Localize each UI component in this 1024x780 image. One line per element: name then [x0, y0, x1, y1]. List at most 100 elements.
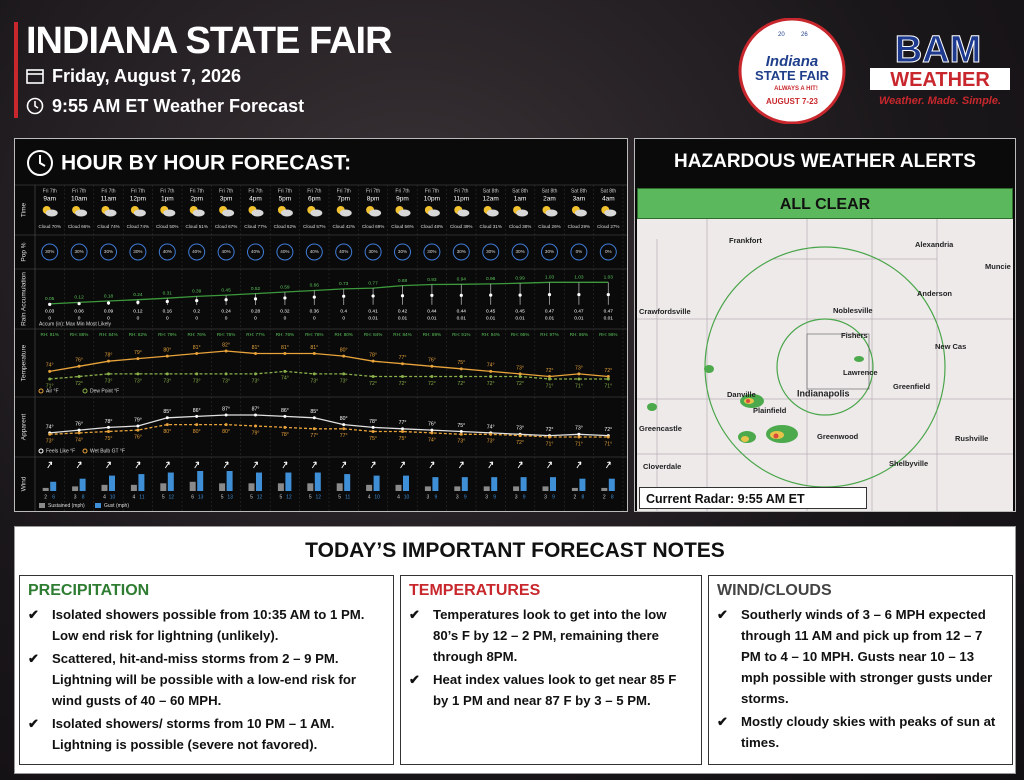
hour-label: 8pm: [367, 196, 380, 203]
wind-arrow: [429, 461, 435, 469]
rain-likely: [77, 302, 81, 306]
sustained-bar: [601, 487, 608, 491]
wetbulb-label: 72°: [516, 440, 524, 446]
wind-arrow: [576, 461, 582, 469]
gust-bar: [226, 471, 233, 491]
hour-label: 4am: [602, 196, 615, 203]
notes-list: Temperatures look to get into the low 80…: [409, 604, 693, 711]
sustained-label: 3: [544, 494, 547, 500]
pop-label: 40%: [280, 249, 289, 254]
pop-label: 30%: [457, 249, 466, 254]
rain-min-label: 0.01: [427, 315, 437, 321]
logo-tag: ALWAYS A HIT!: [774, 86, 818, 92]
day-label: Fri 7th: [160, 188, 174, 194]
dew-label: 73°: [193, 378, 201, 384]
pop-ring: [100, 243, 117, 261]
notes-title: TODAY’S IMPORTANT FORECAST NOTES: [305, 539, 725, 562]
radar-caption: Current Radar: 9:55 AM ET: [639, 487, 867, 509]
cloud-label: Cloud 70%: [38, 224, 60, 229]
rain-max-label: 0.12: [74, 295, 84, 301]
wetbulb-point: [342, 427, 346, 431]
accent-bar: [14, 22, 18, 118]
sustained-bar: [366, 484, 373, 491]
dew-label: 72°: [399, 381, 407, 387]
sustained-label: 3: [74, 494, 77, 500]
pop-label: 30%: [45, 249, 54, 254]
day-label: Fri 7th: [131, 188, 145, 194]
weather-icon: [427, 209, 440, 217]
sustained-bar: [160, 483, 167, 491]
air-point: [165, 354, 169, 358]
sustained-bar: [277, 483, 284, 491]
dew-point: [371, 374, 375, 378]
weather-icon: [604, 209, 617, 217]
sustained-label: 2: [603, 494, 606, 500]
wind-arrow: [341, 461, 347, 469]
gust-label: 9: [552, 494, 555, 500]
dew-point: [312, 372, 316, 376]
bam-name: BAM: [895, 29, 982, 71]
gust-bar: [403, 475, 409, 491]
wind-arrow: [106, 461, 111, 469]
air-label: 76°: [75, 358, 83, 364]
sustained-bar: [513, 486, 520, 491]
feels-point: [195, 414, 199, 418]
weather-icon: [45, 209, 58, 217]
notes-item: Heat index values look to get near 85 F …: [409, 669, 693, 711]
trend-line: [49, 414, 609, 437]
feels-label: 73°: [575, 426, 583, 432]
feels-label: 78°: [369, 419, 377, 425]
legend-swatch: [38, 448, 44, 454]
sustained-bar: [336, 483, 343, 491]
place-label: Shelbyville: [889, 459, 928, 468]
rh-label: RH: 96%: [570, 332, 588, 337]
weather-icon: [163, 209, 176, 217]
rain-max-label: 0.45: [221, 287, 231, 293]
notes-column: PRECIPITATION Isolated showers possible f…: [19, 575, 394, 765]
rain-min-label: 0: [254, 315, 257, 321]
air-point: [606, 374, 610, 378]
day-label: Fri 7th: [366, 188, 380, 194]
hour-label: 1pm: [161, 196, 174, 203]
rain-min-label: 0.01: [574, 315, 584, 321]
weather-icon: [192, 209, 205, 217]
gust-label: 10: [404, 494, 410, 500]
dew-point: [342, 372, 346, 376]
wind-arrow: [47, 461, 53, 469]
pop-label: 0%: [605, 249, 612, 254]
wetbulb-point: [459, 432, 463, 436]
pop-ring: [129, 243, 147, 261]
wetbulb-point: [489, 432, 493, 436]
wind-arrow: [605, 461, 611, 469]
rain-likely: [136, 300, 140, 304]
hour-label: 12pm: [130, 196, 146, 203]
feels-label: 72°: [546, 427, 554, 433]
rain-mid-label: 0.16: [163, 308, 173, 314]
sustained-label: 2: [574, 494, 577, 500]
rain-min-label: 0.01: [545, 315, 555, 321]
rain-min-label: 0: [313, 315, 316, 321]
wetbulb-label: 76°: [134, 435, 142, 441]
wetbulb-label: 77°: [310, 433, 318, 439]
air-point: [518, 372, 522, 376]
rain-mid-label: 0.44: [427, 308, 437, 314]
hour-label: 5pm: [279, 196, 292, 203]
rain-max-label: 0.99: [515, 275, 525, 281]
sustained-bar: [571, 487, 578, 491]
rain-max-label: 1.03: [604, 275, 614, 281]
hour-label: 1am: [514, 196, 527, 203]
rain-max-label: 0.05: [45, 296, 55, 302]
sustained-label: 4: [397, 494, 400, 500]
rain-max-label: 0.77: [368, 280, 378, 286]
day-label: Fri 7th: [307, 188, 321, 194]
calendar-icon: [26, 69, 44, 84]
sustained-label: 2: [44, 494, 47, 500]
row-label: Apparent: [21, 414, 28, 441]
legend-swatch: [95, 503, 101, 508]
air-point: [77, 364, 81, 368]
wetbulb-label: 77°: [340, 433, 348, 439]
place-label: Fishers: [841, 331, 868, 340]
rain-likely: [224, 298, 228, 302]
dew-point: [254, 372, 257, 376]
rh-label: RH: 82%: [129, 332, 147, 337]
